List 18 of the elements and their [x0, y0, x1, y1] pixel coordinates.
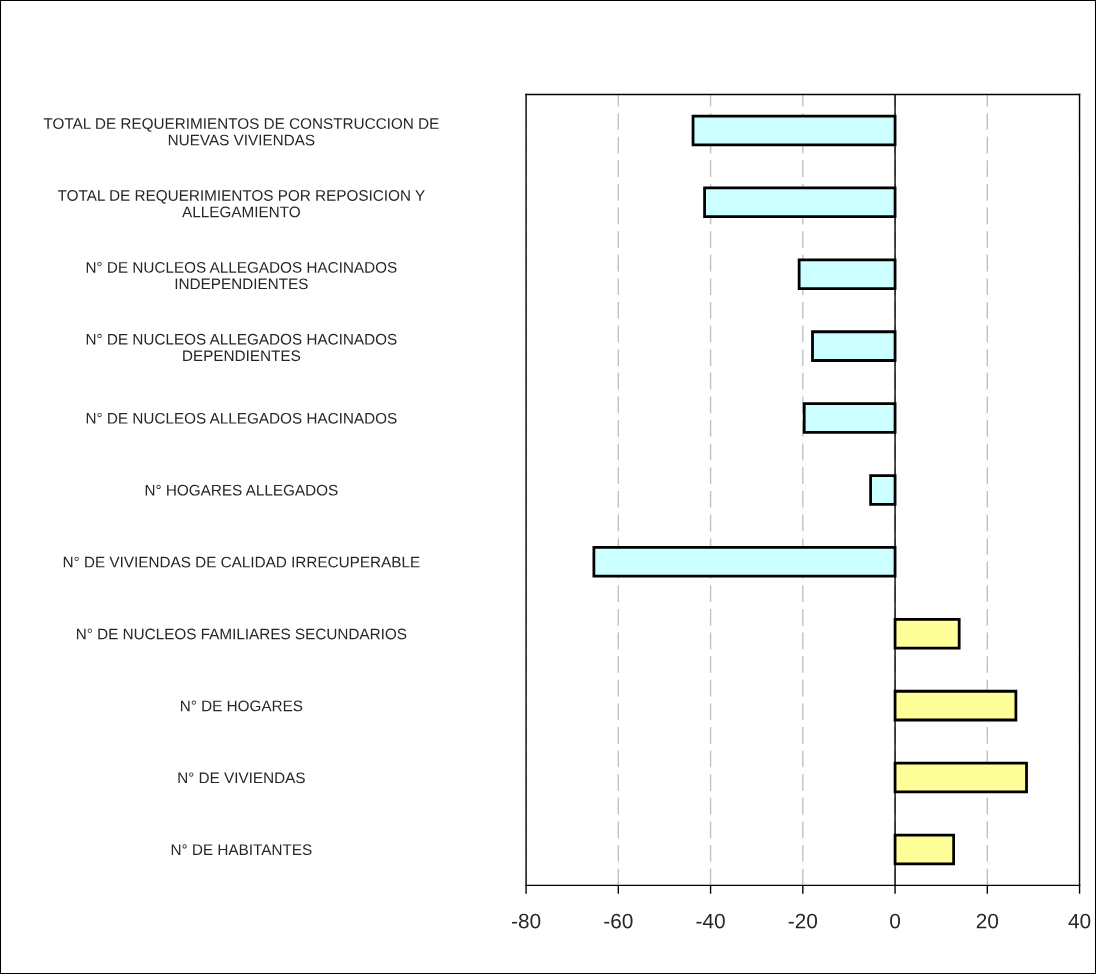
x-tick-label: 0 — [890, 913, 901, 929]
y-tick-label: N° HOGARES ALLEGADOS — [145, 484, 338, 496]
x-tick-label: 40 — [1068, 913, 1091, 929]
y-tick-label: N° DE NUCLEOS ALLEGADOS HACINADOS DEPENDIENTES — [86, 333, 397, 362]
y-tick-label: N° DE NUCLEOS ALLEGADOS HACINADOS — [86, 412, 397, 424]
y-tick-label: N° DE HABITANTES — [171, 844, 312, 856]
y-tick-label: N° DE HOGARES — [180, 700, 303, 712]
y-tick-label: TOTAL DE REQUERIMIENTOS POR REPOSICION Y ALLEGAMIENTO — [57, 190, 425, 218]
x-tick-label: -40 — [696, 913, 725, 929]
y-tick-label: N° DE NUCLEOS FAMILIARES SECUNDARIOS — [76, 628, 407, 640]
y-tick-label: N° DE VIVIENDAS DE CALIDAD IRRECUPERABLE — [63, 556, 420, 568]
y-tick-label: TOTAL DE REQUERIMIENTOS DE CONSTRUCCION DE NUEVAS VIVIENDAS — [43, 118, 439, 146]
x-tick-label: -80 — [511, 913, 541, 929]
y-tick-label: N° DE NUCLEOS ALLEGADOS HACINADOS INDEPENDIENTES — [86, 261, 397, 290]
x-tick-label: -20 — [788, 913, 818, 929]
y-tick-label: N° DE VIVIENDAS — [178, 772, 305, 784]
x-tick-label: -60 — [604, 913, 633, 929]
x-tick-label: 20 — [976, 913, 999, 929]
